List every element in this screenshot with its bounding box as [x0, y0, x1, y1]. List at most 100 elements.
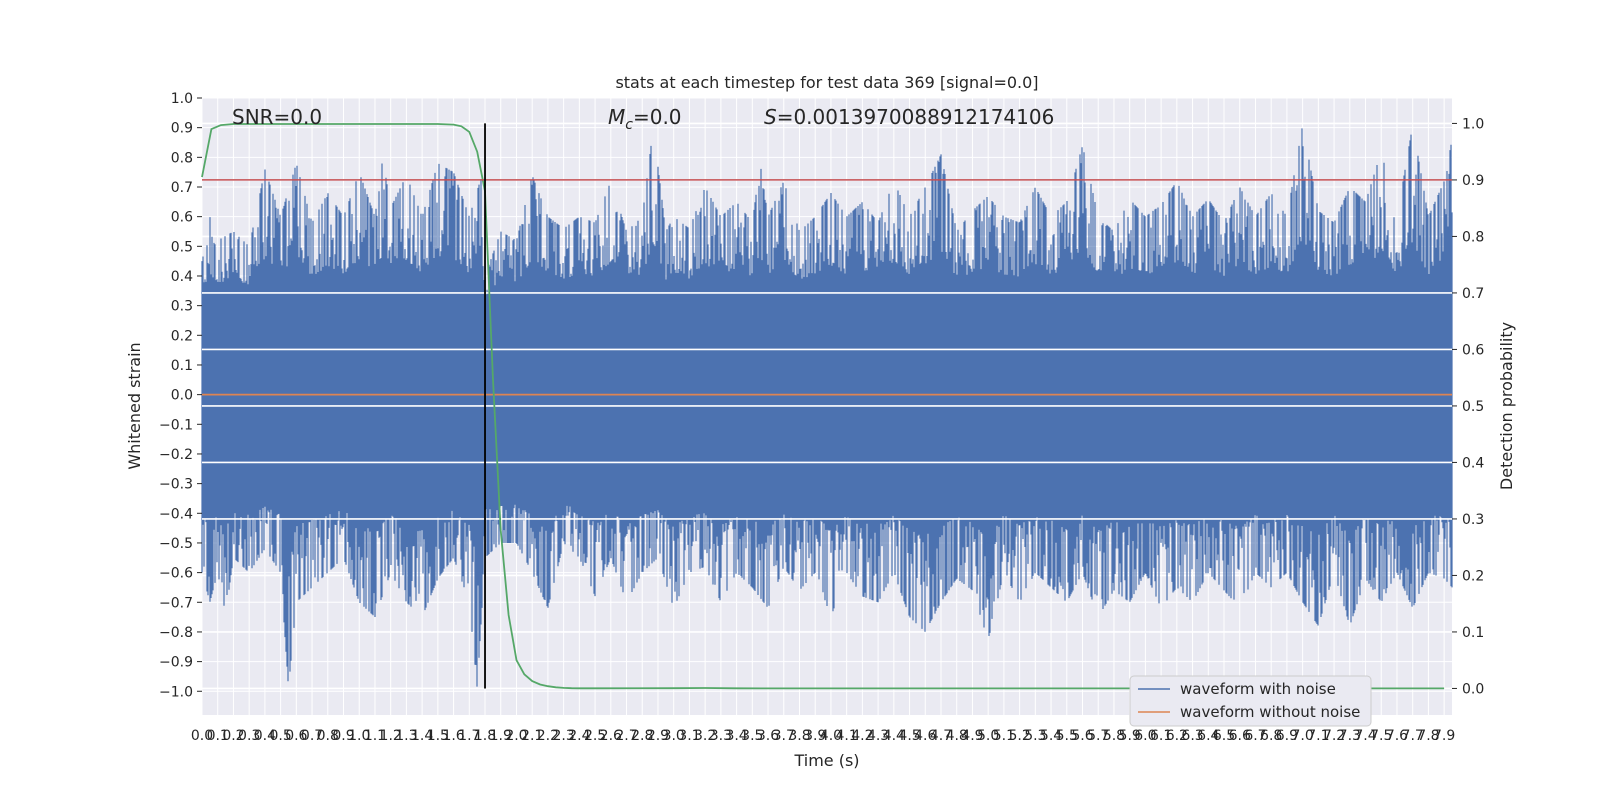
x-tick-label: 3.2: [694, 728, 716, 744]
x-tick-label: 5.3: [1024, 728, 1046, 744]
y-right-tick-label: 0.5: [1462, 399, 1484, 415]
x-tick-label: 5.4: [1040, 728, 1062, 744]
x-tick-label: 6.3: [1181, 728, 1203, 744]
y-left-tick-label: 0.5: [171, 239, 193, 255]
x-tick-label: 5.2: [1008, 728, 1030, 744]
x-tick-label: 0.5: [269, 728, 291, 744]
y-right-tick-label: 0.7: [1462, 286, 1484, 302]
y-left-tick-label: 0.4: [171, 269, 193, 285]
x-tick-label: 4.9: [961, 728, 983, 744]
x-tick-label: 2.0: [505, 728, 527, 744]
y-left-tick-label: −0.1: [159, 417, 193, 433]
x-tick-label: 5.1: [993, 728, 1015, 744]
legend-label-noisy: waveform with noise: [1180, 680, 1336, 698]
y-left-tick-label: 0.9: [171, 121, 193, 137]
legend-label-clean: waveform without noise: [1180, 703, 1360, 721]
y-left-tick-label: 0.8: [171, 150, 193, 166]
x-tick-label: 5.5: [1056, 728, 1078, 744]
x-tick-label: 3.4: [725, 728, 747, 744]
y-left-tick-label: 0.0: [171, 388, 193, 404]
x-tick-label: 6.0: [1134, 728, 1156, 744]
x-tick-label: 5.0: [977, 728, 999, 744]
x-tick-label: 0.4: [254, 728, 276, 744]
x-tick-label: 4.1: [836, 728, 858, 744]
x-tick-label: 0.7: [301, 728, 323, 744]
x-tick-label: 0.3: [238, 728, 260, 744]
x-tick-label: 0.1: [207, 728, 229, 744]
x-axis-label: Time (s): [793, 751, 859, 770]
x-tick-label: 2.5: [584, 728, 606, 744]
x-tick-label: 1.4: [411, 728, 433, 744]
y-right-tick-label: 0.2: [1462, 568, 1484, 584]
x-tick-label: 7.9: [1433, 728, 1455, 744]
y-left-tick-label: 0.7: [171, 180, 193, 196]
x-tick-label: 6.7: [1244, 728, 1266, 744]
x-tick-label: 4.7: [930, 728, 952, 744]
y-left-tick-label: −0.4: [159, 506, 193, 522]
noisy-waveform-series: [201, 128, 1453, 687]
x-tick-label: 1.8: [474, 728, 496, 744]
y-right-tick-label: 0.0: [1462, 681, 1484, 697]
chart-title: stats at each timestep for test data 369…: [615, 73, 1038, 92]
x-tick-label: 2.6: [600, 728, 622, 744]
x-tick-label: 3.6: [757, 728, 779, 744]
y-right-tick-label: 0.6: [1462, 342, 1484, 358]
chirp-mass-annotation: Mc=0.0: [608, 105, 682, 133]
y-left-tick-label: −0.3: [159, 477, 193, 493]
markers: [202, 123, 1452, 689]
x-tick-label: 0.0: [191, 728, 213, 744]
x-tick-label: 1.0: [348, 728, 370, 744]
x-tick-label: 1.3: [395, 728, 417, 744]
legend: waveform with noise waveform without noi…: [1129, 675, 1372, 727]
significance-value: =0.0013970088912174106: [777, 105, 1055, 129]
x-tick-label: 3.3: [710, 728, 732, 744]
x-tick-label: 2.8: [631, 728, 653, 744]
x-tick-label: 4.4: [883, 728, 905, 744]
y-left-tick-label: 0.6: [171, 210, 193, 226]
x-tick-label: 6.1: [1150, 728, 1172, 744]
x-tick-label: 6.8: [1260, 728, 1282, 744]
y-left-tick-label: −0.8: [159, 625, 193, 641]
x-tick-label: 0.9: [332, 728, 354, 744]
y-left-tick-label: −0.6: [159, 566, 193, 582]
x-tick-label: 7.4: [1354, 728, 1376, 744]
x-tick-label: 3.9: [804, 728, 826, 744]
x-tick-label: 4.6: [914, 728, 936, 744]
y-right-tick-label: 0.3: [1462, 512, 1484, 528]
x-tick-label: 3.5: [741, 728, 763, 744]
x-tick-label: 6.2: [1166, 728, 1188, 744]
x-tick-label: 7.5: [1370, 728, 1392, 744]
y-left-tick-label: −0.7: [159, 595, 193, 611]
x-tick-label: 7.6: [1386, 728, 1408, 744]
x-tick-label: 6.9: [1276, 728, 1298, 744]
y-right-tick-label: 1.0: [1462, 116, 1484, 132]
x-tick-label: 3.1: [678, 728, 700, 744]
significance-annotation: S=0.0013970088912174106: [764, 105, 1054, 129]
y-left-tick-label: 1.0: [171, 91, 193, 107]
x-tick-label: 6.5: [1213, 728, 1235, 744]
y-left-tick-label: −1.0: [159, 684, 193, 700]
x-tick-label: 0.8: [317, 728, 339, 744]
y-axis-label-right: Detection probability: [1497, 322, 1516, 490]
y-left-tick-label: −0.2: [159, 447, 193, 463]
detection-probability-line: [201, 123, 1445, 690]
x-tick-label: 7.7: [1402, 728, 1424, 744]
x-tick-label: 6.6: [1229, 728, 1251, 744]
x-tick-label: 2.7: [615, 728, 637, 744]
y-left-tick-label: −0.9: [159, 655, 193, 671]
x-tick-label: 7.2: [1323, 728, 1345, 744]
x-tick-label: 7.3: [1339, 728, 1361, 744]
y-left-tick-label: 0.2: [171, 328, 193, 344]
x-tick-label: 5.7: [1087, 728, 1109, 744]
x-tick-label: 2.1: [521, 728, 543, 744]
x-tick-label: 1.1: [364, 728, 386, 744]
x-tick-label: 3.7: [773, 728, 795, 744]
detection-probability-series: [201, 123, 1445, 690]
x-tick-label: 0.6: [285, 728, 307, 744]
x-tick-label: 5.8: [1103, 728, 1125, 744]
x-tick-label: 2.2: [537, 728, 559, 744]
x-tick-label: 0.2: [222, 728, 244, 744]
x-tick-label: 2.4: [568, 728, 590, 744]
legend-box: [1129, 675, 1372, 727]
